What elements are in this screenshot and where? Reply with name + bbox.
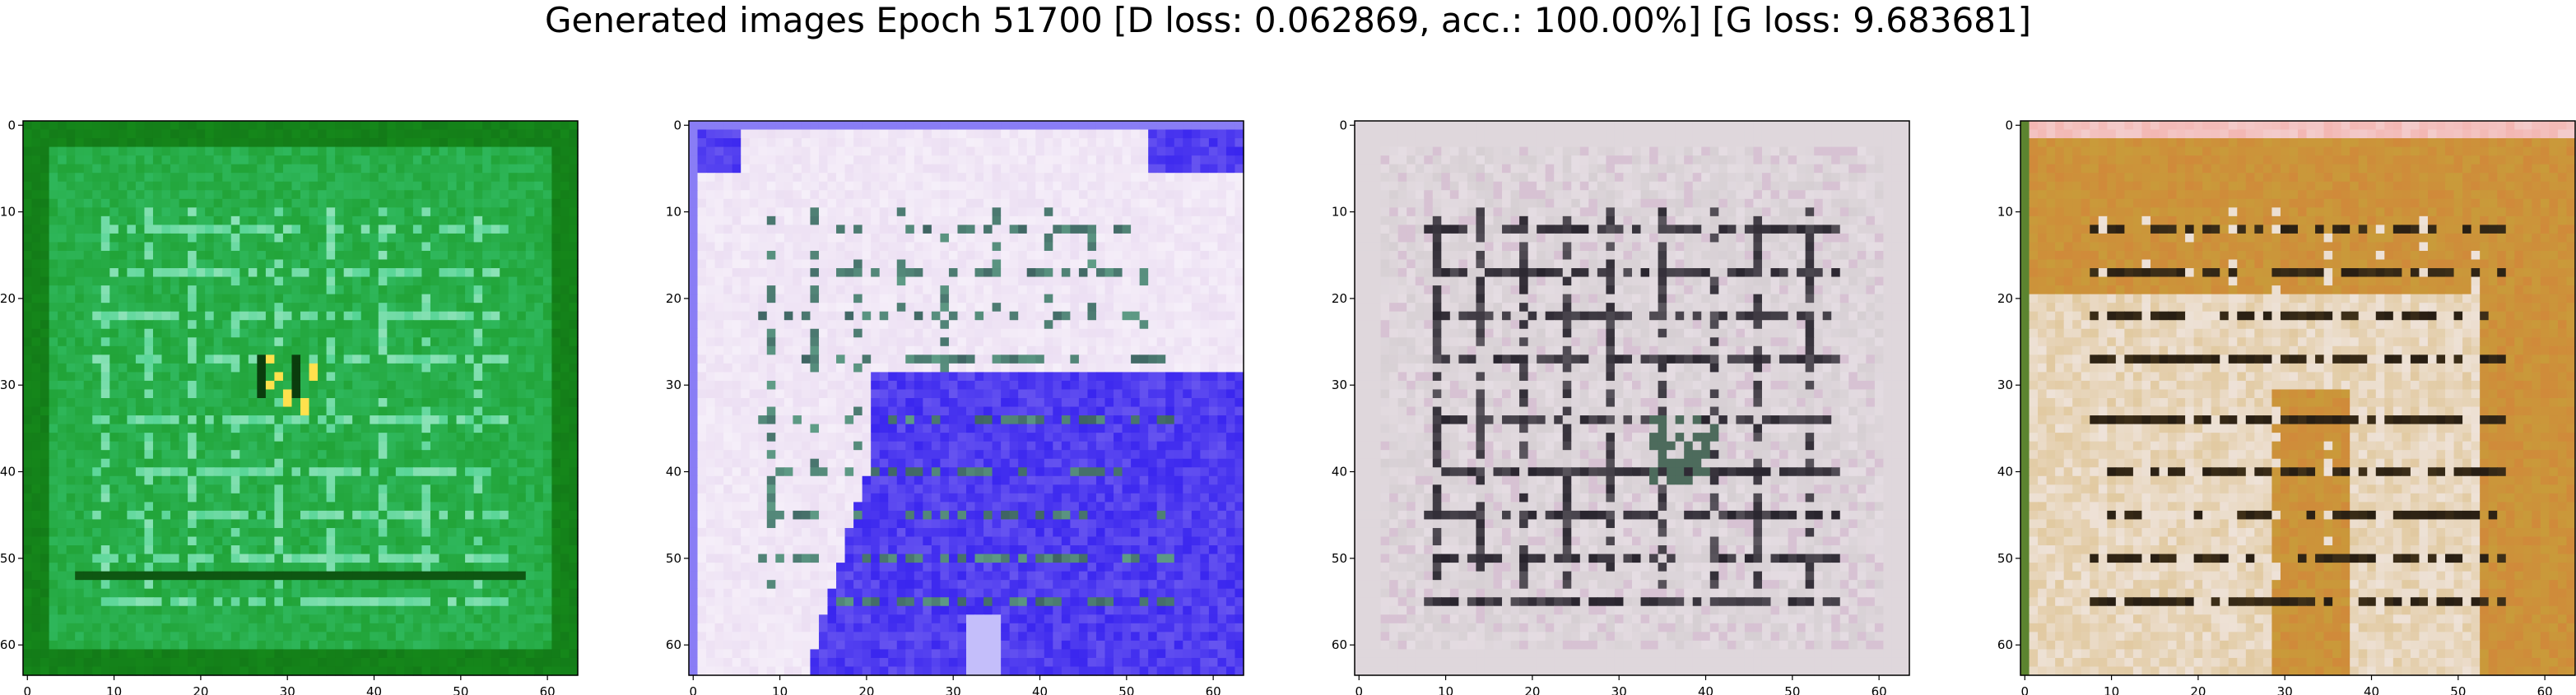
y-tick-label: 30 [1332,378,1347,392]
y-tick-label: 40 [1332,465,1347,480]
y-tick-label: 40 [1997,465,2013,480]
y-tick-label: 10 [1332,205,1347,220]
y-tick-label: 10 [1997,205,2013,220]
y-tick-label: 50 [0,551,16,566]
y-tick-label: 50 [1997,551,2013,566]
x-tick-label: 10 [772,684,788,695]
y-tick-label: 20 [1997,291,2013,306]
y-tick-label: 40 [0,465,16,480]
image-panel-4: 0 10 20 30 40 50 60 0 10 20 30 40 50 60 [1997,118,2576,695]
figure-title: Generated images Epoch 51700 [D loss: 0.… [544,0,2032,40]
x-tick-label: 20 [193,684,208,695]
x-tick-label: 0 [689,684,697,695]
y-tick-label: 20 [1332,291,1347,306]
x-tick-label: 0 [1355,684,1363,695]
y-tick-label: 10 [0,205,16,220]
y-tick-label: 50 [1332,551,1347,566]
x-tick-label: 60 [1872,684,1887,695]
image-panel-2: 0 10 20 30 40 50 60 0 10 20 30 40 50 60 [666,118,1244,695]
generated-image-2 [689,121,1244,676]
x-tick-label: 50 [453,684,468,695]
axes-frame [688,120,1244,676]
y-tick-label: 0 [673,118,681,132]
x-tick-label: 50 [2450,684,2466,695]
axes-frame [1354,120,1910,676]
x-tick-label: 40 [366,684,382,695]
x-tick-label: 30 [2277,684,2293,695]
axes-frame [22,120,579,676]
y-tick-label: 60 [666,637,681,652]
y-tick-label: 60 [1997,637,2013,652]
x-tick-label: 50 [1784,684,1800,695]
generated-image-1 [23,121,579,676]
generated-image-3 [1355,121,1910,676]
x-tick-label: 60 [1206,684,1221,695]
x-tick-label: 20 [1524,684,1540,695]
x-tick-label: 20 [2190,684,2206,695]
image-panel-1: 0 10 20 30 40 50 60 0 10 20 30 40 50 60 [0,118,579,695]
y-tick-label: 30 [1997,378,2013,392]
generated-image-4 [2020,121,2576,676]
x-tick-label: 30 [280,684,295,695]
y-tick-label: 60 [1332,637,1347,652]
y-tick-label: 40 [666,465,681,480]
x-tick-label: 40 [1032,684,1048,695]
x-tick-label: 40 [2364,684,2379,695]
y-tick-label: 20 [666,291,681,306]
x-tick-label: 50 [1118,684,1134,695]
x-tick-label: 10 [106,684,122,695]
y-tick-label: 30 [666,378,681,392]
x-tick-label: 10 [2104,684,2119,695]
x-tick-label: 60 [540,684,556,695]
y-tick-label: 60 [0,637,16,652]
x-tick-label: 0 [2020,684,2029,695]
x-tick-label: 10 [1438,684,1453,695]
x-tick-label: 60 [2537,684,2553,695]
x-tick-label: 30 [1611,684,1627,695]
y-tick-label: 30 [0,378,16,392]
y-tick-label: 20 [0,291,16,306]
axes-frame [2020,120,2576,676]
x-tick-label: 0 [23,684,31,695]
y-tick-label: 10 [666,205,681,220]
x-tick-label: 40 [1698,684,1713,695]
x-tick-label: 20 [858,684,874,695]
y-tick-label: 0 [7,118,16,132]
y-tick-label: 0 [2005,118,2013,132]
x-tick-label: 30 [946,684,961,695]
y-tick-label: 0 [1339,118,1347,132]
y-tick-label: 50 [666,551,681,566]
image-panel-3: 0 10 20 30 40 50 60 0 10 20 30 40 50 60 [1332,118,1910,695]
